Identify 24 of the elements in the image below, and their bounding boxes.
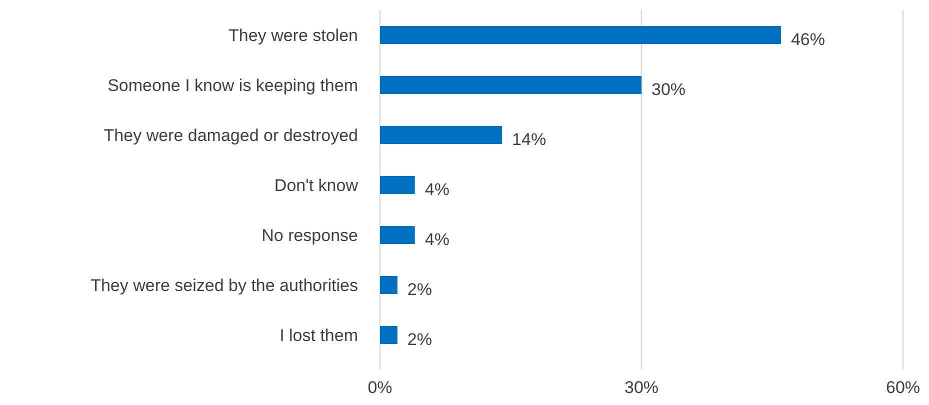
bar [380,126,502,144]
bar [380,326,398,344]
bar [380,26,781,44]
x-tick-label: 30% [624,378,659,397]
y-tick-label: They were damaged or destroyed [104,126,358,145]
y-tick-label: Someone I know is keeping them [108,76,358,95]
bar [380,176,415,194]
data-label: 4% [424,180,450,199]
bar [380,226,415,244]
y-tick-label: They were stolen [228,26,358,45]
y-tick-label: I lost them [280,326,358,345]
data-label: 30% [652,80,686,99]
y-tick-label: No response [262,226,358,245]
data-label: 2% [407,330,432,349]
bar [380,276,398,294]
y-tick-label: They were seized by the authorities [90,276,358,295]
x-tick-label: 0% [368,378,392,397]
data-label: 46% [790,30,825,49]
data-label: 4% [424,230,450,249]
y-tick-label: Don't know [274,176,359,195]
data-label: 2% [407,280,432,299]
bar [380,76,642,94]
data-label: 14% [512,130,546,149]
x-tick-label: 60% [886,378,920,397]
